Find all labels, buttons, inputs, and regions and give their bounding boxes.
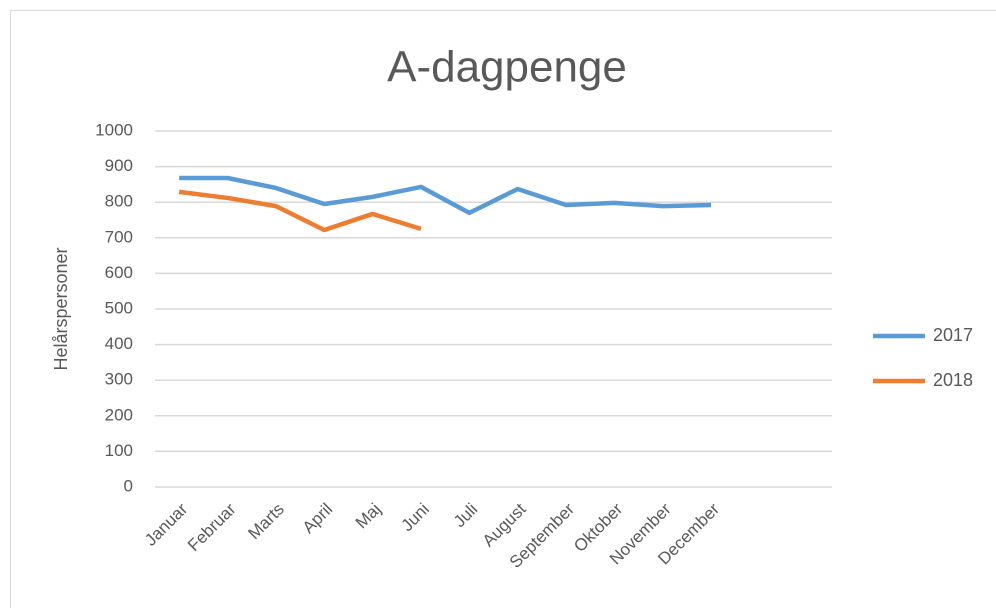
y-tick-label: 800: [105, 192, 133, 211]
y-tick-label: 600: [105, 263, 133, 282]
y-tick-label: 300: [105, 370, 133, 389]
legend-label: 2018: [933, 370, 973, 390]
y-tick-label: 100: [105, 441, 133, 460]
y-tick-label: 1000: [95, 120, 133, 139]
y-tick-label: 0: [124, 476, 133, 495]
y-tick-label: 200: [105, 405, 133, 424]
line-series: [178, 189, 422, 233]
y-tick-label: 700: [105, 227, 133, 246]
chart-title: A-dagpenge: [387, 43, 627, 92]
y-tick-label: 900: [105, 156, 133, 175]
line-series: [179, 175, 712, 216]
legend-label: 2017: [933, 325, 973, 345]
y-tick-label: 400: [105, 334, 133, 353]
y-axis-label: Helårspersoner: [51, 247, 71, 370]
y-tick-label: 500: [105, 298, 133, 317]
